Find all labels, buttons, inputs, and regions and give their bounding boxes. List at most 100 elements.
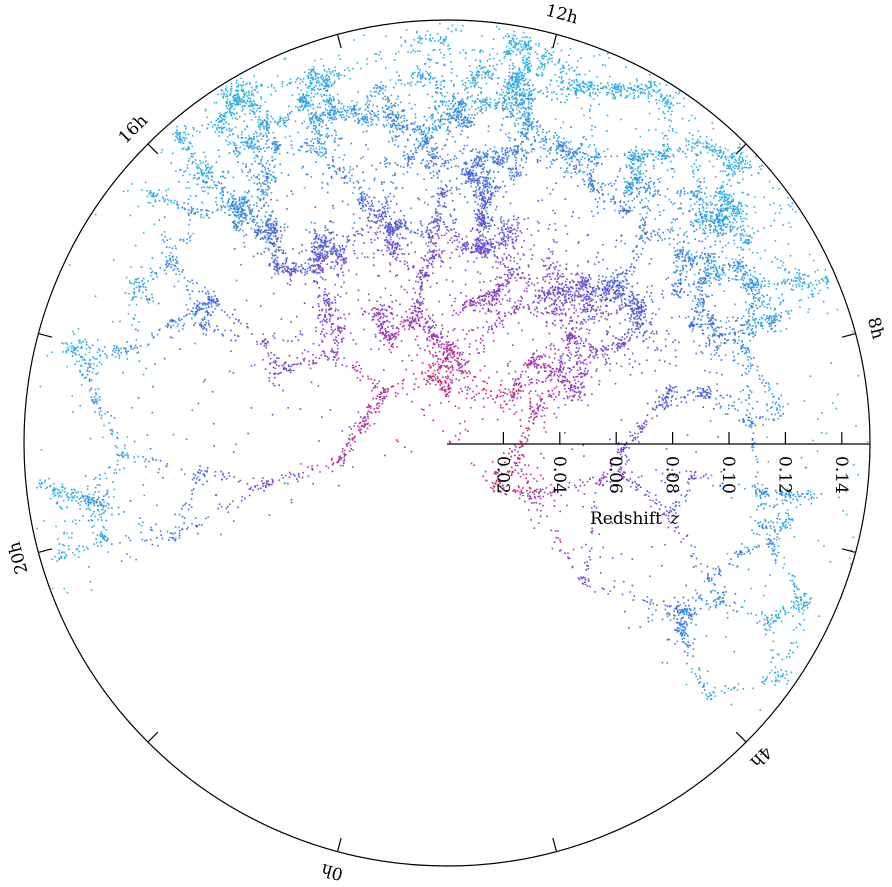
galaxy-point	[584, 358, 587, 361]
galaxy-point	[527, 44, 529, 46]
galaxy-point	[255, 81, 257, 83]
galaxy-point	[493, 250, 495, 253]
galaxy-point	[341, 255, 343, 258]
galaxy-point	[465, 163, 467, 165]
galaxy-point	[427, 260, 429, 262]
galaxy-point	[734, 158, 737, 161]
galaxy-point	[267, 117, 269, 120]
galaxy-point	[632, 163, 634, 165]
galaxy-point	[496, 276, 498, 278]
galaxy-point	[713, 222, 716, 225]
galaxy-point	[417, 80, 420, 83]
galaxy-point	[500, 216, 503, 218]
galaxy-point	[693, 280, 696, 283]
galaxy-point	[663, 158, 666, 160]
galaxy-point	[320, 276, 322, 279]
galaxy-point	[431, 234, 434, 237]
galaxy-point	[609, 299, 611, 302]
galaxy-point	[307, 125, 310, 128]
galaxy-point	[444, 104, 447, 107]
galaxy-point	[417, 272, 420, 275]
galaxy-point	[249, 204, 251, 207]
galaxy-point	[528, 40, 530, 43]
galaxy-point	[467, 119, 470, 122]
galaxy-point	[394, 252, 396, 254]
galaxy-point	[192, 153, 194, 155]
galaxy-point	[485, 109, 487, 112]
galaxy-point	[423, 124, 425, 126]
galaxy-point	[632, 89, 635, 92]
galaxy-point	[479, 192, 481, 195]
galaxy-point	[221, 170, 224, 173]
galaxy-point	[179, 133, 181, 135]
galaxy-point	[492, 243, 494, 245]
galaxy-point	[664, 105, 666, 108]
galaxy-point	[445, 226, 447, 228]
galaxy-point	[605, 289, 608, 292]
galaxy-point	[416, 125, 418, 128]
galaxy-point	[588, 159, 590, 162]
galaxy-point	[620, 343, 622, 345]
galaxy-point	[502, 117, 505, 120]
galaxy-point	[311, 112, 313, 114]
galaxy-point	[243, 235, 245, 237]
galaxy-point	[611, 198, 614, 201]
galaxy-point	[476, 297, 479, 299]
galaxy-point	[629, 210, 631, 212]
galaxy-point	[313, 68, 315, 70]
galaxy-point	[738, 202, 740, 205]
galaxy-point	[584, 280, 586, 283]
galaxy-point	[733, 155, 736, 158]
galaxy-point	[727, 165, 730, 168]
galaxy-point	[752, 331, 754, 333]
galaxy-point	[379, 89, 381, 92]
galaxy-point	[658, 99, 661, 102]
galaxy-point	[718, 200, 720, 202]
galaxy-point	[319, 240, 322, 243]
galaxy-point	[453, 235, 456, 237]
galaxy-point	[413, 265, 415, 268]
galaxy-point	[512, 115, 515, 117]
galaxy-point	[440, 115, 442, 118]
galaxy-point	[633, 178, 636, 181]
galaxy-point	[520, 75, 522, 77]
galaxy-point	[423, 276, 425, 278]
galaxy-point	[514, 81, 517, 84]
galaxy-point	[313, 150, 316, 153]
galaxy-point	[438, 169, 440, 172]
galaxy-point	[516, 221, 519, 224]
galaxy-point	[708, 342, 711, 345]
galaxy-point	[497, 158, 500, 161]
galaxy-point	[501, 124, 503, 126]
galaxy-point	[715, 225, 717, 228]
galaxy-point	[402, 126, 404, 128]
galaxy-point	[395, 220, 397, 222]
galaxy-point	[479, 302, 481, 304]
galaxy-point	[655, 330, 658, 333]
galaxy-point	[741, 340, 743, 343]
galaxy-point	[699, 254, 702, 257]
galaxy-point	[512, 90, 515, 93]
galaxy-point	[632, 154, 635, 156]
galaxy-point	[726, 202, 729, 204]
galaxy-point	[249, 210, 251, 212]
galaxy-point	[560, 141, 562, 143]
galaxy-point	[623, 302, 626, 304]
galaxy-point	[699, 282, 702, 285]
galaxy-point	[314, 59, 316, 62]
galaxy-point	[405, 227, 407, 230]
galaxy-point	[315, 257, 317, 260]
galaxy-point	[390, 345, 393, 348]
galaxy-point	[317, 267, 320, 269]
galaxy-point	[747, 193, 750, 196]
galaxy-point	[389, 238, 392, 241]
galaxy-point	[255, 85, 257, 88]
galaxy-point	[625, 186, 627, 189]
galaxy-point	[527, 264, 530, 266]
galaxy-point	[394, 119, 396, 122]
galaxy-point	[536, 365, 538, 368]
galaxy-point	[472, 309, 475, 312]
galaxy-point	[266, 120, 268, 123]
galaxy-point	[522, 46, 525, 48]
galaxy-point	[575, 337, 577, 339]
